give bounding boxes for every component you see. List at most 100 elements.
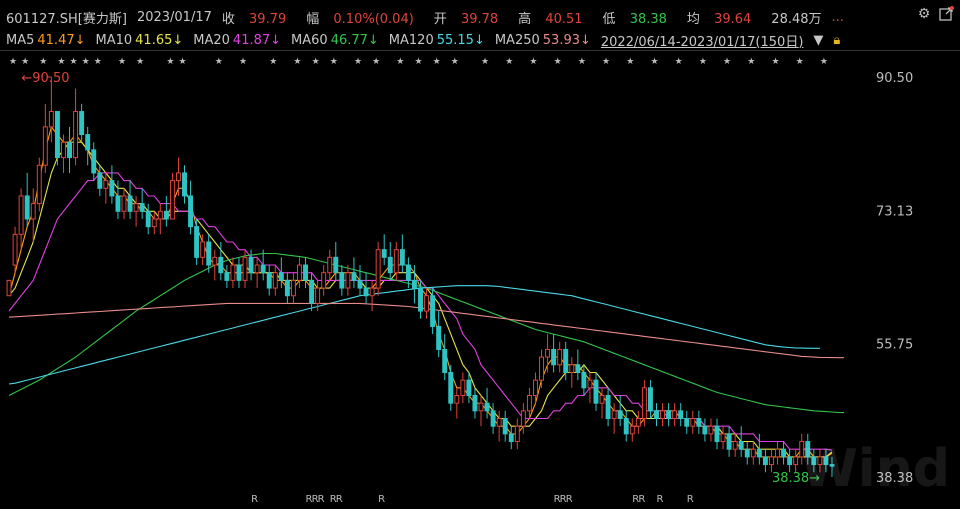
event-star: ★ [414, 57, 422, 67]
header-divider [0, 50, 960, 51]
event-star: ★ [269, 57, 277, 67]
candle-body [424, 295, 430, 312]
event-r: R [312, 494, 319, 505]
candle-body [660, 410, 666, 420]
candle-body [405, 264, 411, 281]
candle-body [454, 394, 460, 404]
candle-body [696, 418, 702, 427]
candle-body [684, 418, 690, 427]
candle-body [230, 264, 236, 281]
candle-body [551, 348, 557, 366]
event-star: ★ [39, 57, 47, 67]
candle-body [297, 264, 302, 281]
candle-body [121, 195, 127, 212]
candle-body [641, 387, 647, 420]
candle-body [775, 448, 780, 458]
event-star: ★ [505, 57, 513, 67]
candle-body [369, 287, 375, 297]
candle-body [829, 464, 835, 467]
event-star: ★ [118, 57, 126, 67]
candle-body [266, 272, 272, 289]
candle-body [42, 126, 48, 166]
candle-body [393, 249, 399, 274]
candle-body [563, 348, 569, 373]
candle-body [163, 210, 169, 220]
candle-body [272, 272, 278, 289]
candle-body [345, 272, 351, 289]
candle-body [581, 371, 587, 389]
event-star: ★ [747, 57, 755, 67]
event-star: ★ [70, 57, 78, 67]
event-r: R [687, 494, 694, 505]
candle-body [260, 264, 266, 274]
lock-icon[interactable]: 🔒︎ [833, 32, 841, 48]
candle-body [575, 364, 581, 373]
candle-body [750, 448, 756, 458]
candle-body [732, 441, 738, 450]
candle-body [605, 394, 611, 420]
event-star: ★ [451, 57, 459, 67]
candle-body [127, 195, 133, 212]
candle-body [133, 203, 139, 212]
candle-body [611, 410, 617, 420]
candle-body [157, 210, 163, 220]
candle-body [61, 141, 66, 159]
candle-body [115, 195, 121, 212]
candle-body [30, 203, 36, 220]
more-field[interactable]: ... [831, 9, 844, 25]
candle-body [278, 272, 284, 281]
candle-body [762, 456, 768, 466]
candle-body [756, 448, 762, 458]
event-star: ★ [293, 57, 301, 67]
candle-body [339, 272, 345, 289]
candle-body [218, 256, 224, 274]
candle-body [182, 172, 187, 197]
candle-body [460, 379, 466, 396]
event-r: R [378, 494, 385, 505]
date-range[interactable]: 2022/06/14-2023/01/17(150日) [600, 34, 804, 50]
export-icon[interactable] [938, 6, 954, 22]
stock-code[interactable]: 601127.SH[赛力斯] [6, 11, 127, 27]
candle-body [514, 425, 520, 443]
candle-body [690, 418, 696, 427]
candle-body [284, 279, 290, 297]
candle-body [169, 180, 175, 220]
chevron-down-icon[interactable]: ▼ [813, 32, 824, 48]
candle-body [478, 402, 484, 412]
candle-body [805, 441, 811, 458]
candle-body [593, 379, 599, 404]
candle-body [623, 418, 629, 435]
event-star: ★ [626, 57, 634, 67]
y-tick-label: 73.13 [876, 204, 913, 219]
candle-body [418, 287, 423, 312]
y-tick-label: 38.38 [876, 471, 913, 486]
event-star: ★ [94, 57, 102, 67]
gear-icon[interactable]: ⚙ [917, 6, 931, 22]
candle-body [351, 272, 357, 281]
quote-date: 2023/01/17 [136, 9, 212, 25]
candle-body [139, 203, 145, 212]
event-r: R [306, 494, 313, 505]
candle-body [381, 249, 387, 258]
candle-body [545, 348, 551, 358]
quote-header: 601127.SH[赛力斯] 2023/01/17 收 39.79 幅 0.10… [6, 7, 854, 27]
candle-body [823, 456, 829, 466]
candle-body [151, 218, 157, 228]
candle-body [12, 233, 18, 266]
candle-body [520, 410, 526, 427]
candle-body [635, 418, 641, 427]
event-star: ★ [650, 57, 658, 67]
candle-body [799, 441, 805, 458]
event-star: ★ [602, 57, 610, 67]
close-field: 收 39.79 [221, 11, 287, 27]
header-icons: ⚙ [916, 6, 954, 22]
candle-body [18, 195, 24, 235]
candle-body [290, 279, 296, 297]
event-r: R [638, 494, 645, 505]
candle-body [744, 448, 750, 458]
ma250-field: MA250 53.93↓ [494, 32, 591, 48]
candle-body [224, 272, 230, 281]
event-star: ★ [372, 57, 380, 67]
ma5-field: MA5 41.47↓ [6, 32, 86, 48]
